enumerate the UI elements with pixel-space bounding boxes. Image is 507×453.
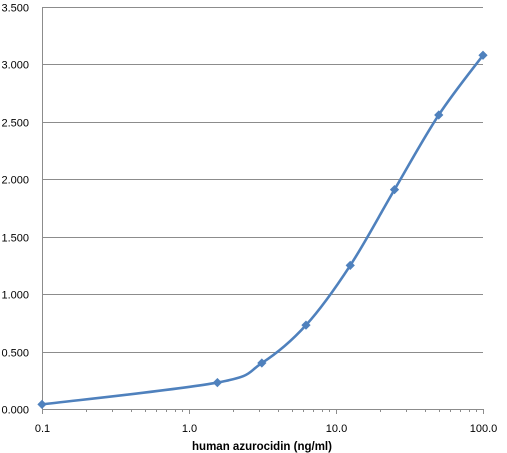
data-point — [345, 260, 355, 271]
data-point — [212, 377, 223, 388]
x-axis-title: human azurocidin (ng/ml) — [192, 441, 332, 453]
data-point — [37, 399, 47, 410]
x-tick-label: 10.0 — [326, 423, 347, 435]
gridlines — [42, 7, 483, 353]
y-tick-label: 0.000 — [1, 405, 29, 417]
y-tick-label: 3.000 — [1, 60, 29, 72]
y-tick-label: 2.000 — [1, 175, 29, 187]
data-point — [434, 110, 444, 120]
y-tick-label: 0.500 — [1, 348, 29, 360]
y-tick-label: 2.500 — [1, 118, 29, 130]
x-tick-label: 1.0 — [182, 423, 197, 435]
data-point — [257, 358, 267, 368]
series-line — [40, 53, 485, 406]
x-tick-label: 0.1 — [35, 423, 50, 435]
x-tick-labels: 0.1 1.0 10.0 100.0 — [35, 423, 497, 435]
y-tick-label: 3.500 — [1, 3, 29, 15]
data-point — [478, 50, 488, 60]
axes — [42, 7, 484, 414]
data-point — [389, 184, 400, 195]
data-point — [301, 320, 311, 330]
series — [37, 50, 488, 410]
y-tick-label: 1.000 — [1, 290, 29, 302]
y-tick-label: 1.500 — [1, 233, 29, 245]
y-tick-labels: 0.000 0.500 1.000 1.500 2.000 2.500 3.000 3.500 — [1, 3, 29, 417]
x-tick-label: 100.0 — [470, 423, 498, 435]
